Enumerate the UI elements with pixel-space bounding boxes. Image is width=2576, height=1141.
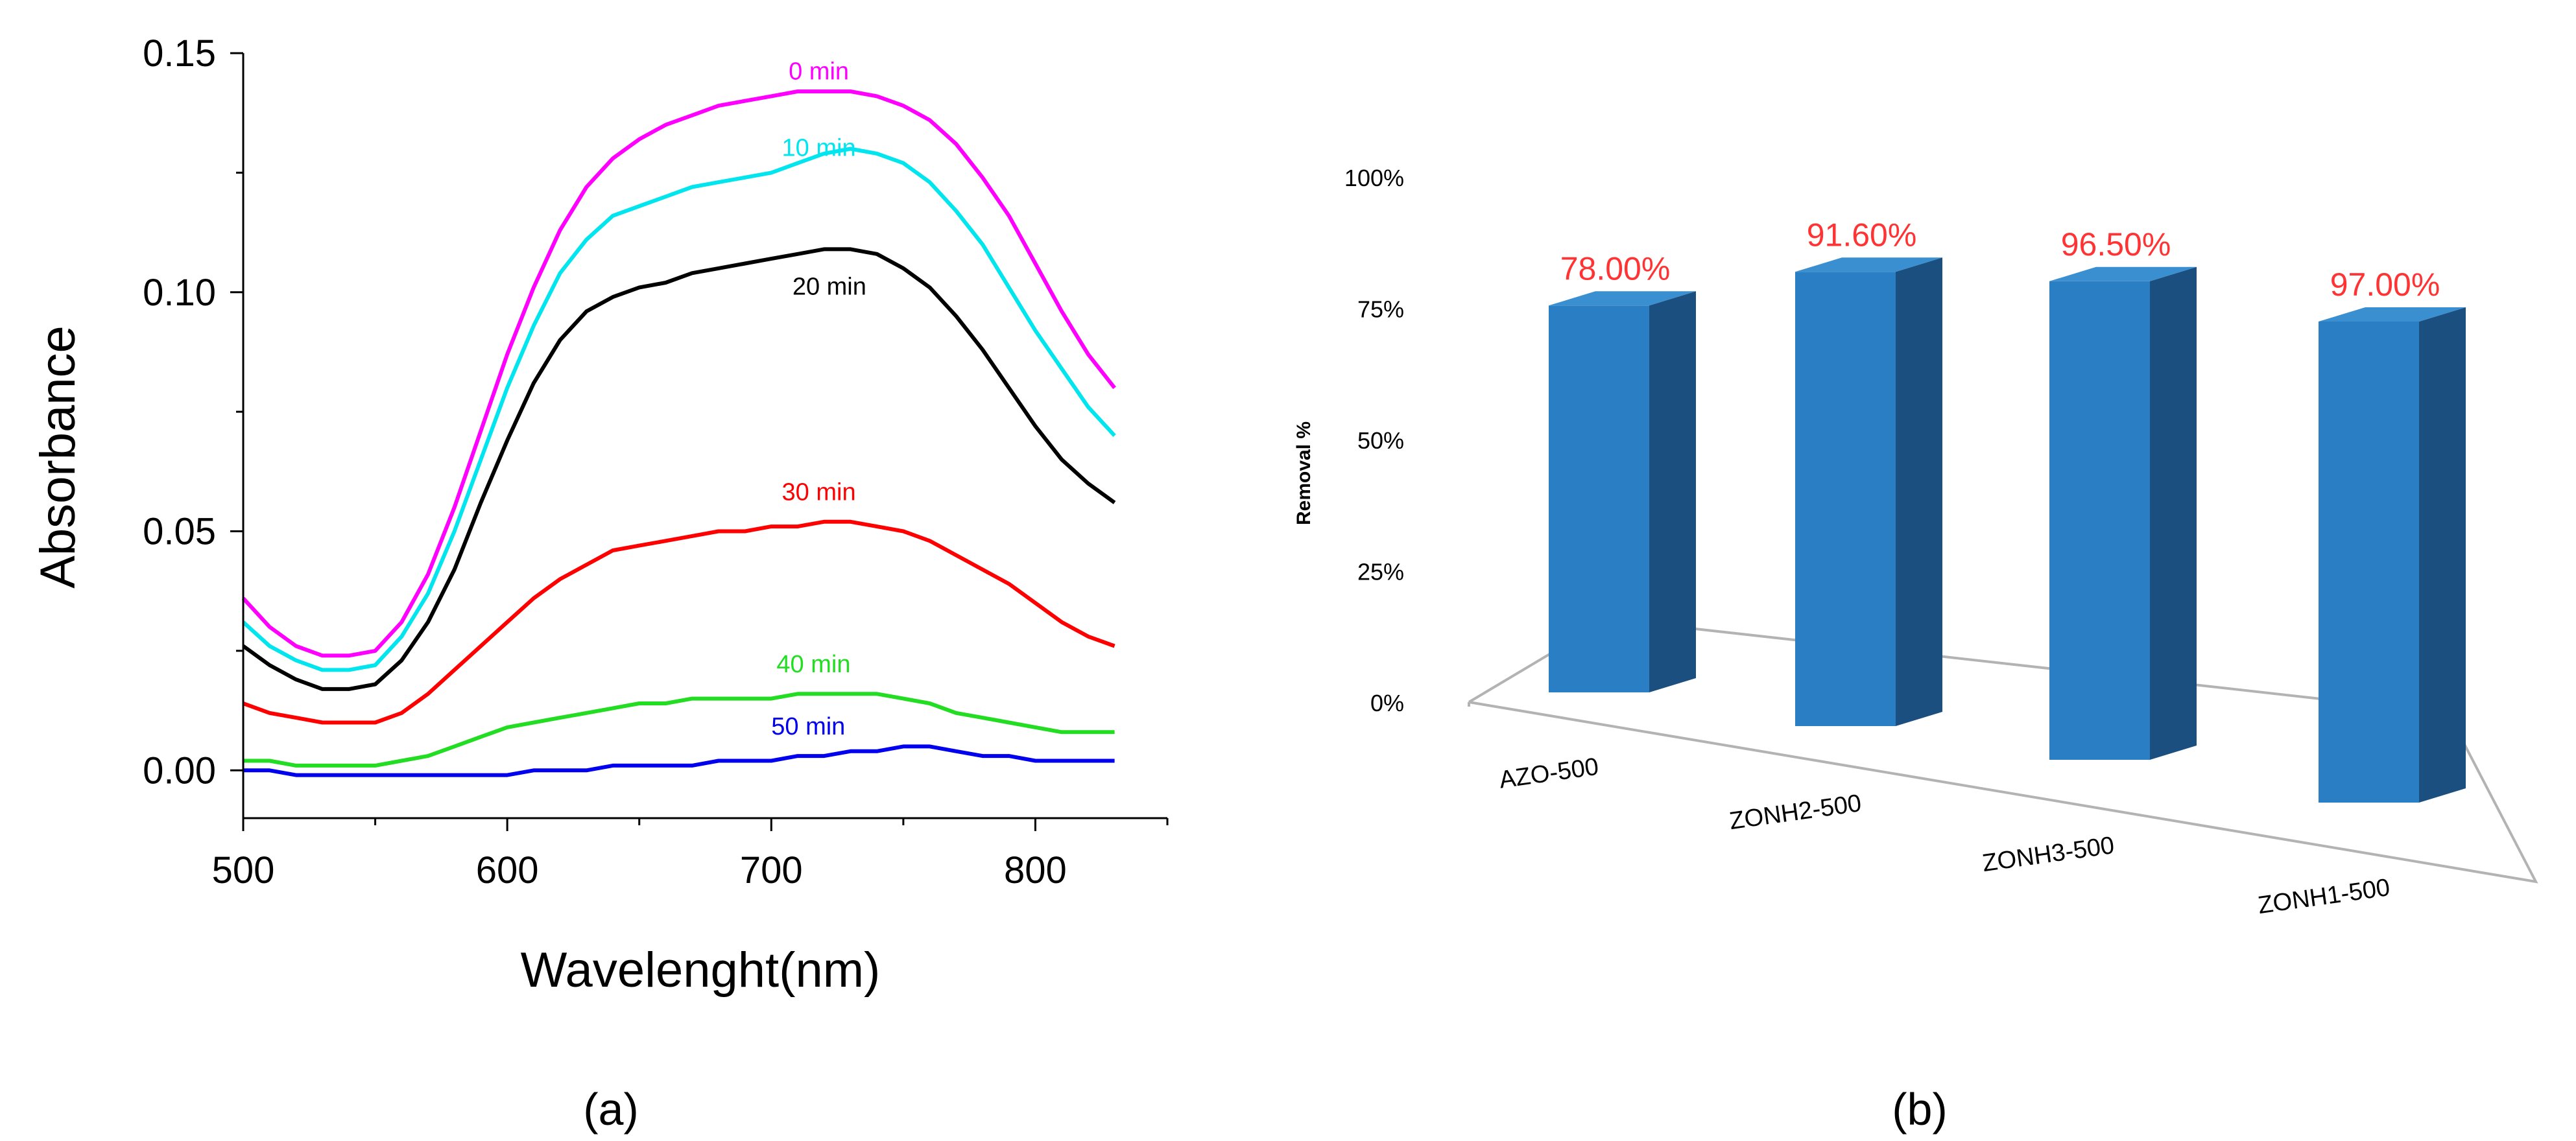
y-tick-label: 0.05	[143, 511, 216, 553]
y-tick-label: 50%	[1357, 427, 1404, 454]
removal-bar-chart: 0% 25% 50% 75% 100% 78.00% AZO-500 91.60% ZONH2…	[1293, 165, 2538, 1135]
bar-side	[2150, 266, 2197, 760]
bar-side	[1896, 257, 1942, 726]
bar-ZONH2-500	[1795, 272, 1896, 726]
floor-front-edge	[1468, 701, 2538, 884]
category-label: AZO-500	[1497, 753, 1601, 794]
data-label: 91.60%	[1807, 217, 1917, 253]
bar-top	[1795, 257, 1942, 272]
bar-top	[1549, 291, 1696, 306]
panel-label-b: (b)	[1892, 1084, 1948, 1135]
bar-top	[2049, 266, 2197, 281]
series-line-0-min	[241, 89, 1116, 658]
x-tick-label: 600	[476, 849, 539, 891]
y-tick-label: 0.10	[143, 272, 216, 314]
axes-frame	[242, 53, 1167, 819]
category-label: ZONH2-500	[1728, 790, 1863, 835]
y-tick-label: 0.00	[143, 749, 216, 792]
x-tick-label: 500	[212, 849, 275, 891]
series-label: 0 min	[789, 58, 849, 86]
absorbance-line-chart: 0 min 10 min 20 min 30 min 40 min 50 min 500 6…	[30, 32, 1169, 1135]
series-label: 50 min	[771, 713, 845, 740]
bar-side	[2419, 307, 2466, 803]
series-line-20-min	[242, 247, 1116, 691]
series-label: 10 min	[782, 135, 856, 162]
series-label: 20 min	[793, 273, 866, 300]
y-tick-label: 0%	[1370, 690, 1404, 716]
category-label: ZONH3-500	[1981, 832, 2116, 877]
series-line-40-min	[243, 692, 1115, 768]
x-tick-label: 700	[740, 849, 803, 891]
series-label: 30 min	[782, 479, 856, 506]
data-label: 97.00%	[2330, 266, 2440, 303]
bar-ZONH3-500	[2049, 281, 2150, 760]
series-line-30-min	[242, 519, 1115, 725]
y-tick-label: 75%	[1357, 296, 1404, 323]
data-label: 78.00%	[1560, 250, 1671, 287]
bar-top	[2319, 307, 2466, 322]
series-line-50-min	[243, 744, 1115, 777]
bar-ZONH1-500	[2319, 321, 2419, 803]
y-axis-title: Removal %	[1293, 421, 1315, 525]
category-label: ZONH1-500	[2256, 874, 2392, 919]
series-line-10-min	[241, 147, 1116, 672]
y-tick-label: 0.15	[143, 32, 216, 75]
x-axis-title: Wavelenght(nm)	[521, 943, 881, 998]
y-axis-title: Absorbance	[30, 325, 86, 589]
y-tick-label: 100%	[1344, 165, 1404, 191]
panel-label-a: (a)	[583, 1084, 639, 1135]
bar-side	[1649, 291, 1696, 692]
data-label: 96.50%	[2061, 226, 2171, 263]
bar-AZO-500	[1549, 305, 1649, 692]
x-tick-label: 800	[1004, 849, 1067, 891]
series-label: 40 min	[776, 651, 850, 678]
y-tick-label: 25%	[1357, 559, 1404, 585]
